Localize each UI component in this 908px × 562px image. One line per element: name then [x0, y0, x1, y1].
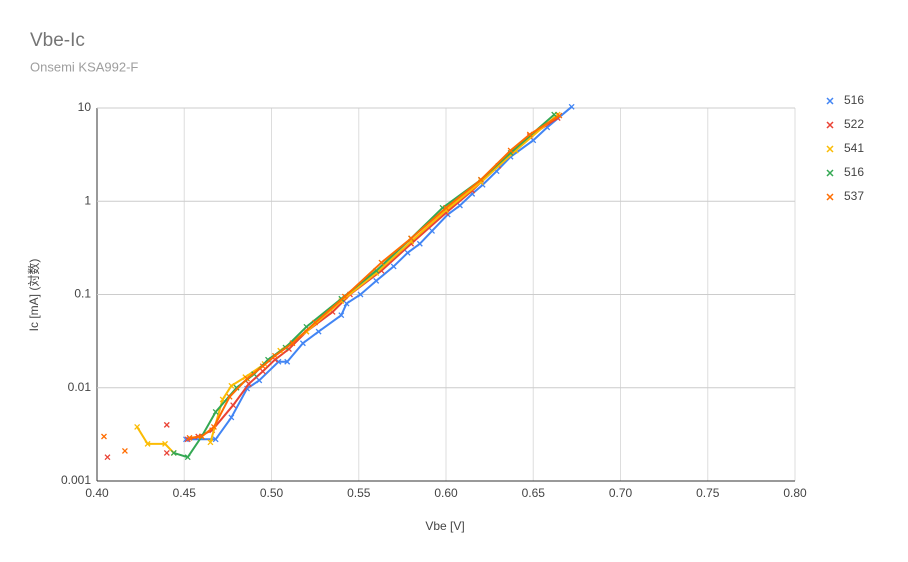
point [477, 176, 484, 183]
point [228, 382, 235, 389]
point [184, 454, 191, 461]
point [121, 447, 128, 454]
chart-subtitle: Onsemi KSA992-F [30, 59, 138, 74]
point [429, 228, 435, 234]
legend-marker [826, 193, 834, 201]
point [299, 340, 306, 347]
x-tick-label: 0.45 [173, 486, 197, 500]
point [289, 340, 296, 347]
point [556, 112, 563, 119]
legend-label: 541 [844, 141, 864, 155]
legend-label: 537 [844, 189, 864, 203]
point [378, 259, 385, 266]
point [312, 319, 319, 326]
point [228, 414, 235, 421]
legend-label: 522 [844, 117, 864, 131]
legend-label: 516 [844, 93, 864, 107]
point [186, 434, 193, 441]
point [507, 147, 514, 154]
legend-label: 516 [844, 165, 864, 179]
point [104, 454, 111, 461]
point [272, 352, 278, 359]
x-tick-label: 0.75 [696, 486, 720, 500]
x-axis-label: Vbe [V] [425, 519, 464, 533]
point [226, 393, 233, 400]
point [256, 377, 263, 384]
point [568, 103, 575, 110]
point [284, 358, 291, 365]
x-tick-label: 0.50 [260, 486, 284, 500]
x-tick-label: 0.60 [434, 486, 458, 500]
point [170, 449, 177, 456]
point [210, 423, 217, 430]
x-tick-label: 0.55 [347, 486, 371, 500]
point [416, 240, 423, 247]
chart-title: Vbe-Ic [30, 30, 85, 51]
y-tick-label: 0.1 [74, 287, 91, 301]
point [338, 312, 345, 319]
point [207, 439, 214, 446]
point [390, 263, 397, 270]
y-axis-label: Ic [mA] (対数) [26, 259, 41, 332]
point [144, 440, 151, 447]
point [259, 368, 266, 375]
x-tick-label: 0.80 [783, 486, 807, 500]
point [275, 358, 282, 365]
point [526, 131, 533, 138]
point [315, 328, 322, 335]
point [245, 380, 252, 387]
point [341, 293, 348, 300]
point [443, 204, 449, 211]
point [373, 277, 380, 284]
point [357, 291, 364, 298]
point [408, 235, 415, 242]
legend-marker [826, 145, 834, 153]
point [233, 384, 240, 391]
y-tick-label: 0.001 [61, 473, 91, 487]
legend-marker [826, 121, 834, 129]
y-tick-label: 0.01 [68, 380, 92, 394]
point [163, 421, 170, 428]
point [551, 111, 558, 118]
point [101, 433, 107, 440]
x-tick-label: 0.70 [609, 486, 633, 500]
x-tick-label: 0.65 [522, 486, 546, 500]
y-tick-label: 10 [78, 100, 92, 114]
point [212, 409, 219, 415]
point [134, 423, 141, 430]
point [162, 440, 169, 447]
point [404, 249, 411, 256]
point [212, 436, 219, 443]
point [183, 436, 189, 443]
series-line [173, 113, 555, 459]
point [230, 402, 237, 409]
point [457, 202, 463, 209]
point [259, 363, 266, 370]
point [343, 300, 350, 307]
x-tick-label: 0.40 [85, 486, 109, 500]
point [244, 375, 251, 382]
y-tick-label: 1 [84, 193, 91, 207]
legend-marker [826, 169, 834, 177]
point [163, 449, 170, 456]
point [198, 433, 205, 440]
legend-marker [826, 97, 834, 105]
